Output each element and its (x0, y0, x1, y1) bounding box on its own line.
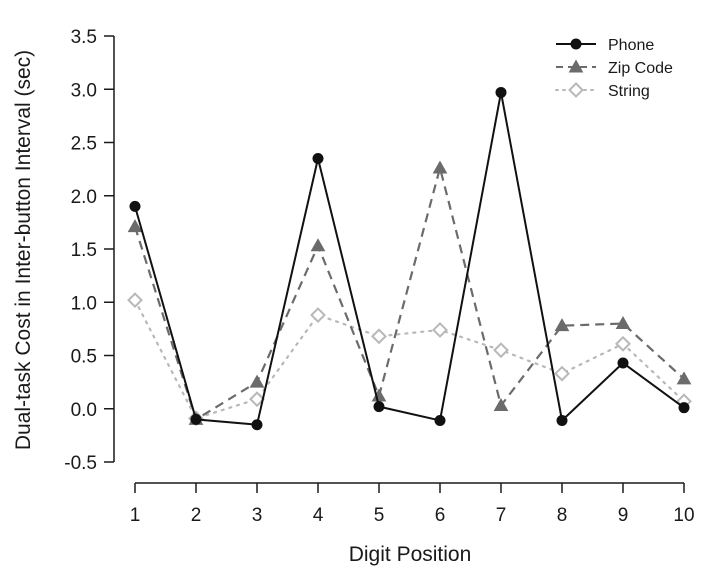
data-point-phone (617, 357, 629, 369)
x-tick-label: 2 (191, 505, 202, 526)
series-line-string (133, 299, 686, 420)
data-point-zip-code (310, 238, 326, 252)
data-point-phone (678, 402, 690, 414)
data-point-string (127, 292, 143, 309)
data-point-zip-code (554, 318, 570, 332)
series-phone (129, 86, 690, 431)
y-axis: -0.5 0.0 0.5 1.0 1.5 2.0 2.5 3.0 3.5 (64, 27, 115, 474)
legend-label-string: String (608, 83, 650, 100)
data-point-phone (251, 419, 263, 431)
data-point-phone (373, 401, 385, 413)
series-line-zip-code (133, 163, 685, 422)
x-tick-label: 4 (313, 505, 324, 526)
data-point-phone (190, 413, 202, 425)
y-tick-label: 3.0 (71, 80, 97, 101)
data-point-zip-code (493, 398, 509, 412)
data-point-string (493, 342, 509, 359)
y-tick-label: 2.0 (71, 187, 97, 208)
data-point-phone (495, 86, 507, 98)
data-point-phone (312, 152, 324, 164)
plot-area (127, 86, 692, 431)
data-point-phone (556, 414, 568, 426)
data-point-phone (129, 200, 141, 212)
legend-label-zip-code: Zip Code (608, 60, 673, 77)
x-tick-label: 9 (618, 505, 629, 526)
x-tick-label: 6 (435, 505, 446, 526)
legend-marker-string (568, 82, 584, 98)
data-point-zip-code (676, 371, 692, 385)
series-line-phone (134, 92, 685, 426)
data-point-zip-code (432, 160, 448, 174)
x-tick-label: 10 (673, 505, 694, 526)
x-ticks: 1 2 3 4 5 6 7 8 9 10 (130, 483, 695, 526)
x-axis: 1 2 3 4 5 6 7 8 9 10 (130, 482, 695, 526)
y-tick-label: 3.5 (71, 27, 97, 48)
legend-label-phone: Phone (608, 37, 654, 54)
series-zip-code (127, 160, 692, 425)
x-tick-label: 5 (374, 505, 385, 526)
legend-item-phone: Phone (556, 37, 654, 54)
legend-marker-phone (570, 38, 582, 50)
y-tick-label: 2.5 (71, 134, 97, 155)
y-tick-label: -0.5 (64, 453, 97, 474)
y-tick-label: 1.5 (71, 240, 97, 261)
data-point-zip-code (249, 374, 265, 388)
data-point-string (249, 391, 265, 408)
legend-marker-zip-code (568, 59, 584, 73)
series-string (127, 292, 692, 427)
y-axis-title: Dual-task Cost in Inter-button Interval … (12, 50, 35, 450)
legend-item-zip-code: Zip Code (556, 59, 673, 77)
x-tick-label: 3 (252, 505, 263, 526)
data-point-zip-code (615, 316, 631, 330)
x-axis-title: Digit Position (349, 543, 472, 566)
x-tick-label: 7 (496, 505, 507, 526)
data-point-phone (434, 414, 446, 426)
legend-item-string: String (555, 82, 650, 100)
y-tick-label: 1.0 (71, 293, 97, 314)
x-tick-label: 8 (557, 505, 568, 526)
y-tick-label: 0.0 (71, 400, 97, 421)
data-point-zip-code (127, 219, 143, 233)
x-tick-label: 1 (130, 505, 141, 526)
data-point-string (310, 307, 326, 323)
data-point-string (554, 365, 570, 382)
y-tick-label: 0.5 (71, 347, 97, 368)
data-point-string (615, 335, 631, 352)
data-point-string (371, 328, 387, 345)
legend: Phone Zip Code String (555, 37, 673, 100)
data-point-string (432, 322, 448, 338)
y-ticks: -0.5 0.0 0.5 1.0 1.5 2.0 2.5 3.0 3.5 (64, 27, 114, 474)
